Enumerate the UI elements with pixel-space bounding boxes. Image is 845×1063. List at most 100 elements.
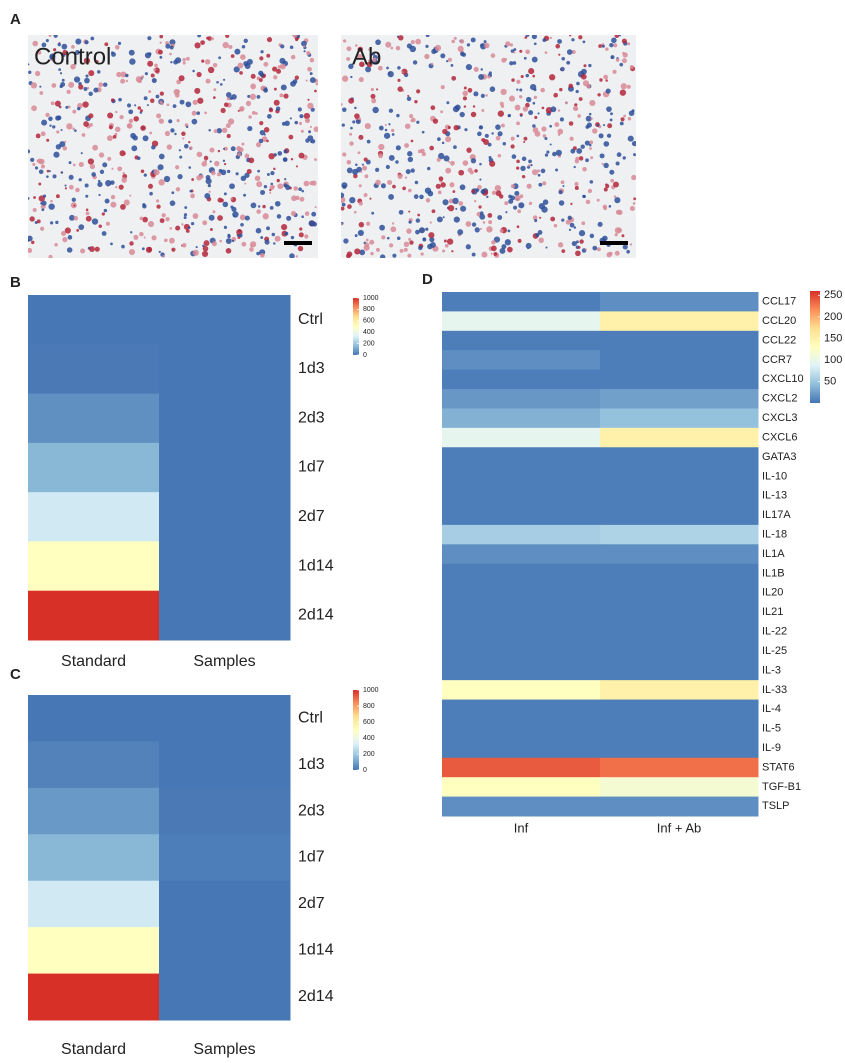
- cell: [31, 105, 37, 111]
- cell: [212, 210, 215, 213]
- cell: [445, 244, 449, 248]
- cell: [223, 42, 229, 48]
- cell: [481, 68, 483, 70]
- colorbar-tick-label: 800: [363, 306, 375, 313]
- cell: [568, 84, 573, 89]
- cell: [129, 241, 133, 245]
- heatmap-cell: [159, 541, 291, 591]
- cell: [260, 190, 265, 195]
- cell: [90, 164, 95, 169]
- cell: [489, 71, 492, 74]
- cell: [392, 254, 396, 258]
- cell: [301, 130, 304, 133]
- cell: [204, 112, 207, 115]
- cell: [109, 125, 113, 129]
- column-label: Inf + Ab: [657, 820, 701, 835]
- cell: [589, 140, 593, 144]
- cell: [396, 46, 401, 51]
- cell: [471, 112, 476, 117]
- cell: [349, 197, 355, 203]
- cell: [255, 175, 261, 181]
- cell: [411, 140, 414, 143]
- row-label: IL17A: [762, 509, 791, 521]
- cell: [445, 168, 451, 174]
- cell: [144, 236, 146, 238]
- cell: [99, 225, 102, 228]
- cell: [56, 144, 61, 149]
- cell: [519, 50, 522, 53]
- cell: [491, 253, 493, 255]
- cell: [189, 146, 193, 150]
- cell: [278, 151, 283, 156]
- cell: [448, 161, 450, 163]
- cell: [632, 141, 637, 146]
- cell: [538, 238, 544, 244]
- cell: [435, 45, 441, 51]
- cell: [615, 227, 621, 233]
- cell: [346, 57, 350, 61]
- heatmap-cell: [28, 927, 160, 974]
- cell: [623, 156, 626, 159]
- colorbar-tick-label: 600: [363, 318, 375, 325]
- cell: [388, 194, 394, 200]
- cell: [224, 226, 227, 229]
- cell: [609, 252, 613, 256]
- cell: [104, 209, 107, 212]
- cell: [597, 93, 600, 96]
- cell: [171, 248, 175, 252]
- cell: [242, 45, 246, 49]
- cell: [600, 153, 605, 158]
- cell: [310, 58, 314, 62]
- cell: [177, 174, 182, 179]
- cell: [304, 234, 308, 238]
- cell: [532, 124, 536, 128]
- cell: [125, 74, 129, 78]
- cell: [607, 123, 612, 128]
- cell: [453, 190, 456, 193]
- cell: [134, 104, 136, 106]
- cell: [464, 86, 467, 89]
- cell: [192, 119, 198, 125]
- cell: [314, 158, 317, 161]
- cell: [356, 119, 361, 124]
- cell: [359, 184, 362, 187]
- cell: [380, 254, 385, 259]
- cell: [171, 191, 174, 194]
- heatmap-cell: [600, 738, 759, 758]
- cell: [88, 70, 94, 76]
- cell: [589, 144, 592, 147]
- cell: [100, 170, 104, 174]
- row-label: 2d7: [298, 895, 325, 912]
- cell: [290, 117, 292, 119]
- cell: [568, 216, 572, 220]
- cell: [416, 89, 420, 93]
- cell: [498, 131, 503, 136]
- cell: [59, 106, 61, 108]
- cell: [517, 209, 521, 213]
- cell: [61, 171, 63, 173]
- cell: [53, 174, 57, 178]
- cell: [32, 163, 35, 166]
- cell: [484, 40, 487, 43]
- cell: [610, 179, 614, 183]
- cell: [197, 33, 201, 37]
- cell: [209, 215, 215, 221]
- cell: [599, 78, 602, 81]
- cell: [349, 141, 353, 145]
- micrograph: [339, 33, 637, 260]
- cell: [605, 184, 609, 188]
- cell: [228, 45, 232, 49]
- cell: [550, 37, 552, 39]
- cell: [160, 91, 164, 95]
- cell: [39, 91, 43, 95]
- cell: [358, 135, 363, 140]
- cell: [299, 122, 302, 125]
- cell: [579, 97, 583, 101]
- cell: [491, 132, 493, 134]
- cell: [65, 187, 67, 189]
- cell: [149, 192, 153, 196]
- cell: [400, 249, 404, 253]
- cell: [284, 121, 289, 126]
- heatmap-cell: [159, 443, 291, 493]
- cell: [369, 240, 374, 245]
